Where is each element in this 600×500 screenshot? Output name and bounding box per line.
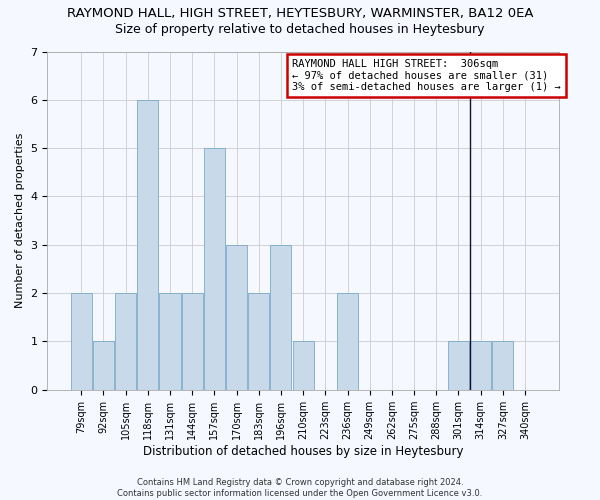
Bar: [160, 293, 181, 390]
Text: Contains HM Land Registry data © Crown copyright and database right 2024.
Contai: Contains HM Land Registry data © Crown c…: [118, 478, 482, 498]
Text: Size of property relative to detached houses in Heytesbury: Size of property relative to detached ho…: [115, 22, 485, 36]
Bar: [493, 342, 514, 390]
Bar: [337, 293, 358, 390]
X-axis label: Distribution of detached houses by size in Heytesbury: Distribution of detached houses by size …: [143, 444, 463, 458]
Bar: [93, 342, 114, 390]
Bar: [448, 342, 469, 390]
Bar: [271, 245, 292, 390]
Bar: [115, 293, 136, 390]
Bar: [204, 148, 225, 390]
Y-axis label: Number of detached properties: Number of detached properties: [15, 133, 25, 308]
Bar: [470, 342, 491, 390]
Text: RAYMOND HALL HIGH STREET:  306sqm
← 97% of detached houses are smaller (31)
3% o: RAYMOND HALL HIGH STREET: 306sqm ← 97% o…: [292, 58, 561, 92]
Bar: [248, 293, 269, 390]
Bar: [226, 245, 247, 390]
Bar: [293, 342, 314, 390]
Bar: [137, 100, 158, 390]
Text: RAYMOND HALL, HIGH STREET, HEYTESBURY, WARMINSTER, BA12 0EA: RAYMOND HALL, HIGH STREET, HEYTESBURY, W…: [67, 8, 533, 20]
Bar: [71, 293, 92, 390]
Bar: [182, 293, 203, 390]
